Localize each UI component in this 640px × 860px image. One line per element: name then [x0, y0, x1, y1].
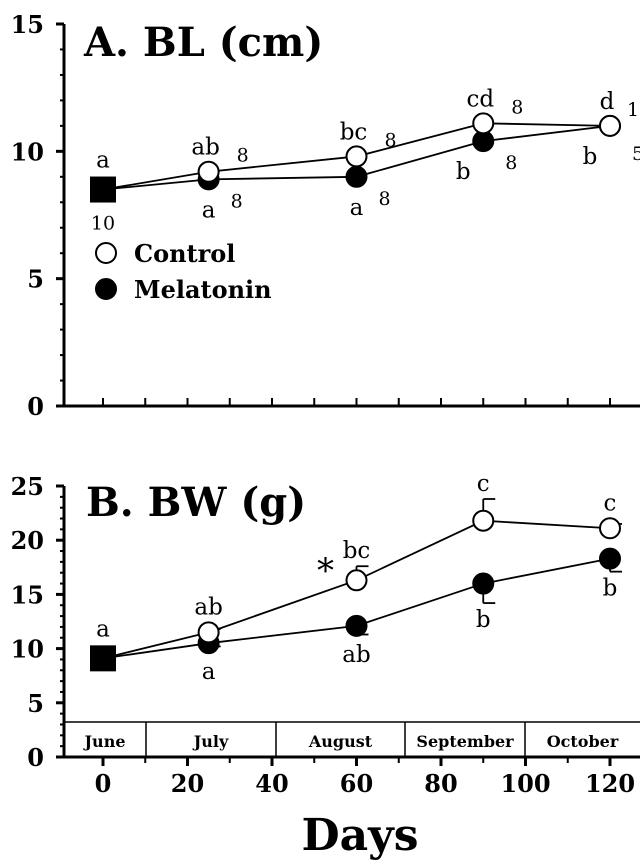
significance-asterisk: * — [317, 551, 334, 591]
y-tick-label-b-5: 5 — [27, 689, 44, 718]
point-b-control-25 — [197, 621, 220, 644]
x-tick-label-b-20: 20 — [171, 769, 204, 798]
x-axis-label: Days — [301, 810, 418, 860]
letter-b-control-60: bc — [343, 538, 371, 564]
x-tick-label-b-120: 120 — [585, 769, 635, 798]
point-a-melatonin-60 — [345, 165, 368, 188]
x-tick-label-b-40: 40 — [255, 769, 288, 798]
letter-b-control-120: c — [604, 490, 617, 516]
point-a-control-90 — [472, 112, 495, 135]
month-label-august: August — [308, 732, 373, 751]
legend: Control Melatonin — [95, 239, 272, 304]
panel-b-marks — [90, 509, 621, 672]
letter-b-control-25: ab — [194, 594, 222, 620]
n-a-baseline: 10 — [91, 213, 115, 235]
legend-melatonin-marker — [95, 278, 117, 300]
panel-a-marks — [90, 112, 621, 203]
letter-a-melatonin-120: b — [583, 144, 598, 170]
y-tick-label-b-10: 10 — [11, 635, 44, 664]
letter-b-melatonin-25: a — [202, 659, 216, 685]
n-a-control-60: 8 — [385, 129, 397, 151]
point-b-baseline — [90, 645, 116, 672]
y-tick-label-a-5: 5 — [27, 265, 44, 294]
panel-a-labels: a10ab8bc8cd8d19a8a8b8b5 — [91, 86, 640, 234]
panel-b-labels: a ab bc c c a ab b b — [96, 471, 617, 685]
point-a-control-25 — [197, 160, 220, 183]
n-a-melatonin-90: 8 — [505, 152, 517, 174]
letter-a-melatonin-60: a — [350, 195, 364, 221]
letter-a-baseline: a — [96, 148, 110, 174]
legend-control-label: Control — [134, 239, 235, 268]
point-b-melatonin-90 — [472, 572, 495, 595]
month-label-june: June — [82, 732, 125, 751]
x-tick-label-b-100: 100 — [500, 769, 550, 798]
n-a-control-25: 8 — [237, 145, 249, 167]
y-tick-label-a-10: 10 — [11, 137, 44, 166]
letter-b-control-90: c — [477, 471, 490, 497]
legend-control-marker — [95, 242, 117, 264]
legend-melatonin-label: Melatonin — [134, 275, 272, 304]
point-b-control-120 — [599, 517, 621, 540]
letter-a-melatonin-90: b — [456, 159, 471, 185]
n-a-control-120: 19 — [627, 99, 640, 121]
letter-a-control-90: cd — [466, 86, 494, 112]
x-tick-label-b-60: 60 — [340, 769, 373, 798]
n-a-melatonin-120: 5 — [632, 143, 640, 165]
y-tick-label-b-0: 0 — [27, 743, 44, 772]
panel-bw-chart: B. BW (g) June July August September October… — [11, 471, 640, 860]
point-a-control-120 — [599, 114, 621, 137]
x-tick-label-b-0: 0 — [95, 769, 112, 798]
letter-a-control-25: ab — [191, 135, 219, 161]
panel-b-title: B. BW (g) — [86, 479, 306, 526]
letter-b-melatonin-90: b — [476, 607, 491, 633]
letter-b-baseline: a — [96, 616, 110, 642]
panel-b-ticks: 0 5 10 15 20 25 0 20 40 60 80 100 120 — [11, 472, 635, 798]
y-tick-label-a-0: 0 — [27, 392, 44, 421]
n-a-melatonin-25: 8 — [231, 190, 243, 212]
month-label-september: September — [416, 732, 514, 751]
n-a-melatonin-60: 8 — [379, 188, 391, 210]
month-label-july: July — [192, 732, 229, 751]
letter-b-melatonin-60: ab — [342, 642, 370, 668]
panel-a-title: A. BL (cm) — [83, 19, 323, 66]
n-a-control-90: 8 — [511, 96, 523, 118]
y-tick-label-b-25: 25 — [11, 472, 44, 501]
point-b-melatonin-120 — [599, 547, 621, 570]
month-strip: June July August September October — [82, 722, 619, 757]
point-a-baseline — [90, 176, 116, 203]
panel-a-ticks: 0 5 10 15 — [11, 10, 611, 421]
month-label-october: October — [547, 732, 619, 751]
point-b-control-60 — [345, 569, 368, 592]
letter-a-control-120: d — [600, 89, 615, 115]
y-tick-label-a-15: 15 — [11, 10, 44, 39]
letter-a-control-60: bc — [340, 119, 368, 145]
point-b-melatonin-60 — [345, 614, 368, 637]
y-tick-label-b-15: 15 — [11, 580, 44, 609]
point-a-control-60 — [345, 145, 368, 168]
letter-b-melatonin-120: b — [603, 576, 618, 602]
point-b-control-90 — [472, 509, 495, 532]
letter-a-melatonin-25: a — [202, 197, 216, 223]
y-tick-label-b-20: 20 — [11, 526, 44, 555]
x-tick-label-b-80: 80 — [424, 769, 457, 798]
